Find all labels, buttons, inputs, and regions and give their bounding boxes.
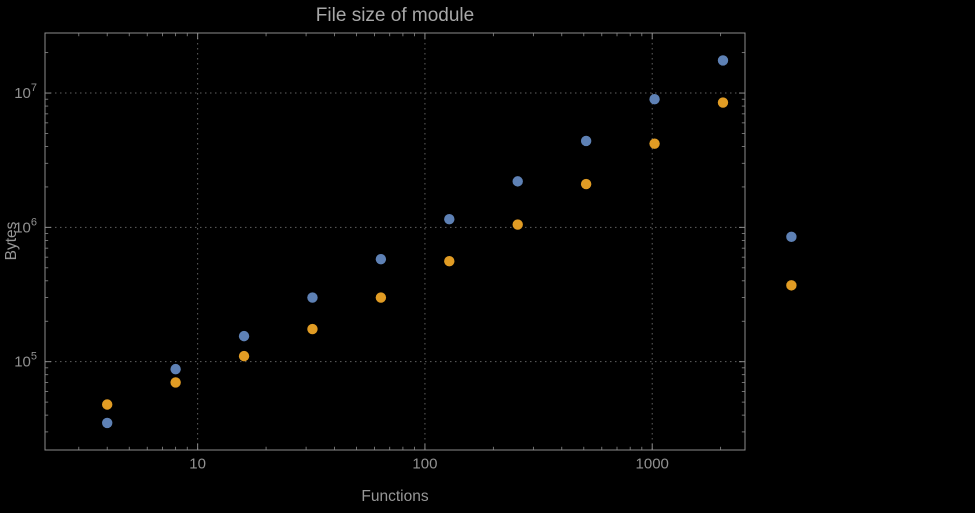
data-point-blue xyxy=(580,135,592,147)
data-point-blue xyxy=(170,363,181,375)
data-point-orange xyxy=(580,178,592,190)
data-point-blue xyxy=(717,55,729,66)
data-point-blue xyxy=(238,330,250,342)
data-point-blue xyxy=(786,231,797,243)
data-point-blue xyxy=(102,417,113,429)
data-point-blue xyxy=(375,253,387,265)
data-point-orange xyxy=(375,292,387,303)
data-point-orange xyxy=(307,323,318,335)
x-axis-label: Functions xyxy=(361,488,429,505)
x-tick-label: 100 xyxy=(412,455,437,472)
data-point-blue xyxy=(444,214,455,225)
chart-title: File size of module xyxy=(315,5,475,26)
data-point-blue xyxy=(307,292,318,303)
data-point-orange xyxy=(238,350,250,362)
data-point-orange xyxy=(649,138,660,149)
data-point-orange xyxy=(444,255,455,267)
data-point-orange xyxy=(786,280,797,291)
data-point-orange xyxy=(512,219,523,230)
y-tick-label: 107 xyxy=(14,82,37,102)
data-point-orange xyxy=(170,377,181,388)
data-point-orange xyxy=(717,97,729,108)
x-tick-label: 1000 xyxy=(636,455,669,472)
y-tick-label: 106 xyxy=(14,216,37,236)
data-point-orange xyxy=(102,399,113,410)
data-point-blue xyxy=(649,94,660,105)
x-tick-label: 10 xyxy=(189,455,206,472)
data-point-blue xyxy=(512,176,523,187)
plot-frame xyxy=(44,32,746,451)
y-tick-label: 105 xyxy=(14,351,37,371)
